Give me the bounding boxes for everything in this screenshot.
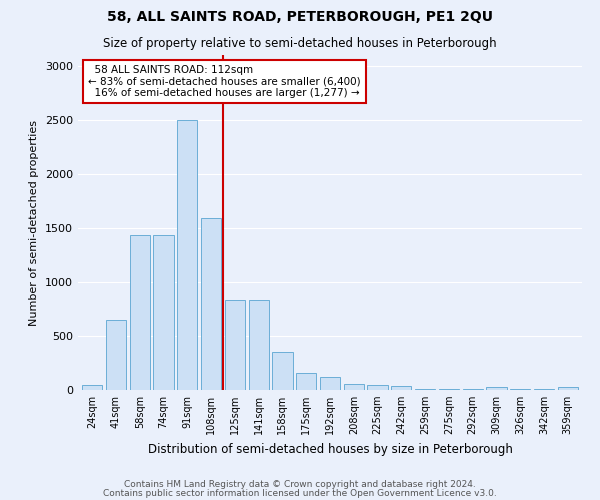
Bar	[391, 386, 412, 390]
Bar	[130, 236, 150, 390]
Bar	[367, 384, 388, 390]
Text: Size of property relative to semi-detached houses in Peterborough: Size of property relative to semi-detach…	[103, 38, 497, 51]
Y-axis label: Number of semi-detached properties: Number of semi-detached properties	[29, 120, 40, 326]
Text: Contains HM Land Registry data © Crown copyright and database right 2024.: Contains HM Land Registry data © Crown c…	[124, 480, 476, 489]
Bar	[106, 320, 126, 390]
Bar	[154, 236, 173, 390]
Bar	[487, 387, 506, 390]
Bar	[344, 384, 364, 390]
Bar	[201, 218, 221, 390]
Bar	[248, 300, 269, 390]
Bar	[225, 300, 245, 390]
Bar	[296, 372, 316, 390]
Bar	[177, 120, 197, 390]
X-axis label: Distribution of semi-detached houses by size in Peterborough: Distribution of semi-detached houses by …	[148, 442, 512, 456]
Bar	[320, 377, 340, 390]
Bar	[272, 352, 293, 390]
Bar	[557, 387, 578, 390]
Text: 58, ALL SAINTS ROAD, PETERBOROUGH, PE1 2QU: 58, ALL SAINTS ROAD, PETERBOROUGH, PE1 2…	[107, 10, 493, 24]
Bar	[82, 384, 103, 390]
Text: Contains public sector information licensed under the Open Government Licence v3: Contains public sector information licen…	[103, 488, 497, 498]
Text: 58 ALL SAINTS ROAD: 112sqm
← 83% of semi-detached houses are smaller (6,400)
  1: 58 ALL SAINTS ROAD: 112sqm ← 83% of semi…	[88, 65, 361, 98]
